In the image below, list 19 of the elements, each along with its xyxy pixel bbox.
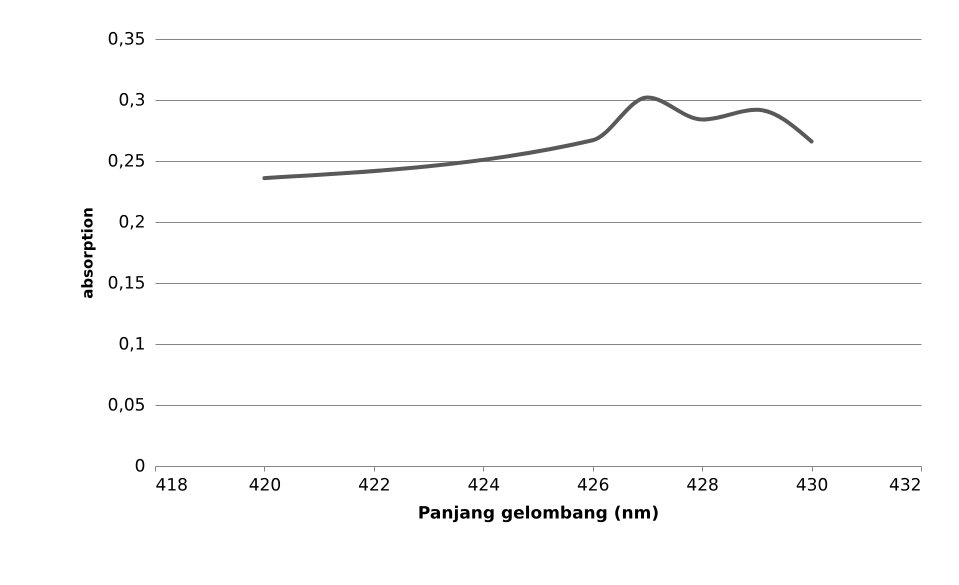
x-tick-label: 426 [576, 476, 610, 496]
y-tick-label: 0,25 [108, 152, 146, 172]
x-tick-label: 422 [358, 476, 391, 496]
y-tick-label: 0,35 [108, 30, 146, 50]
x-axis-title: Panjang gelombang (nm) [418, 504, 660, 524]
y-tick-label: 0,1 [118, 334, 146, 354]
y-tick-label: 0,2 [118, 212, 146, 232]
line-series [262, 96, 814, 180]
x-tick-label: 420 [248, 476, 282, 496]
y-tick-label: 0,3 [118, 90, 146, 110]
x-tick-label: 432 [889, 476, 922, 496]
y-axis-title: absorption [78, 207, 97, 299]
x-tick-label: 424 [468, 476, 500, 496]
x-tick-label: 430 [796, 476, 828, 496]
x-tick-label: 418 [156, 476, 188, 496]
y-tick-label: 0,15 [108, 274, 146, 294]
x-tick-label: 428 [686, 476, 719, 496]
y-tick-label: 0,05 [108, 396, 146, 416]
y-tick-label: 0 [134, 456, 146, 476]
